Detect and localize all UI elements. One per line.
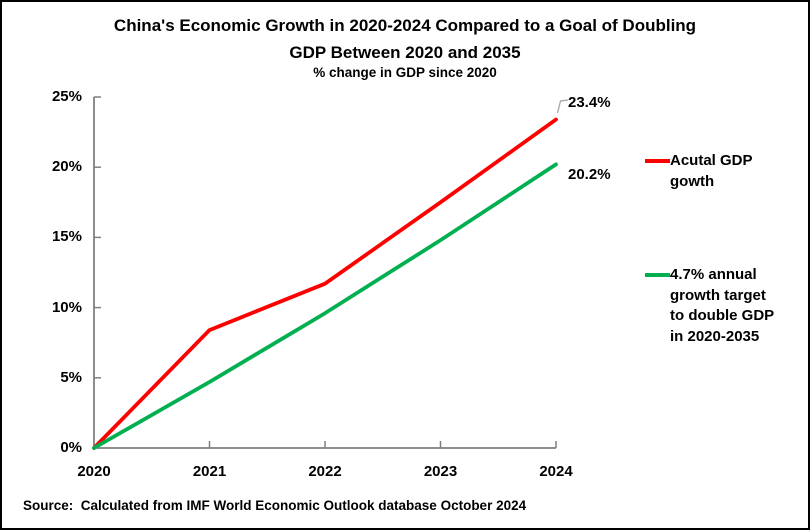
axis-lines (93, 97, 556, 449)
y-axis-tick-label: 5% (60, 368, 82, 386)
x-axis-tick-label: 2021 (192, 463, 227, 480)
source-note: Source: Calculated from IMF World Econom… (23, 498, 527, 513)
y-axis-tick-label: 15% (51, 228, 82, 246)
actual-series-line (92, 117, 558, 450)
x-axis-tick-label: 2023 (423, 463, 458, 480)
y-axis-tick-label: 25% (51, 88, 82, 105)
chart-title: China's Economic Growth in 2020-2024 Com… (113, 16, 697, 62)
y-axis-tick-label: 10% (51, 298, 82, 316)
chart-subtitle: % change in GDP since 2020 (313, 65, 497, 80)
x-axis-tick-label: 2022 (308, 463, 342, 480)
legend-label-actual: Acutal GDP gowth (670, 152, 753, 190)
x-axis-tick-label: 2024 (539, 463, 573, 480)
data-label-leader-line (556, 99, 569, 114)
x-axis-tick-label: 2020 (77, 463, 111, 480)
legend-swatch-red-line-icon (645, 159, 670, 163)
legend-item-actual-gdp: Acutal GDP gowth (645, 151, 753, 192)
y-axis-tick-label: 20% (51, 158, 82, 176)
legend-item-growth-target: 4.7% annual growth target to double GDP … (645, 265, 774, 347)
y-axis-tick-label: 0% (60, 439, 82, 456)
data-label-actual-endpoint: 23.4% (568, 94, 611, 111)
legend-swatch-green-line-icon (645, 273, 670, 277)
target-series-line (92, 162, 558, 450)
legend-label-target: 4.7% annual growth target to double GDP … (670, 266, 775, 345)
data-label-target-endpoint: 20.2% (568, 166, 611, 183)
